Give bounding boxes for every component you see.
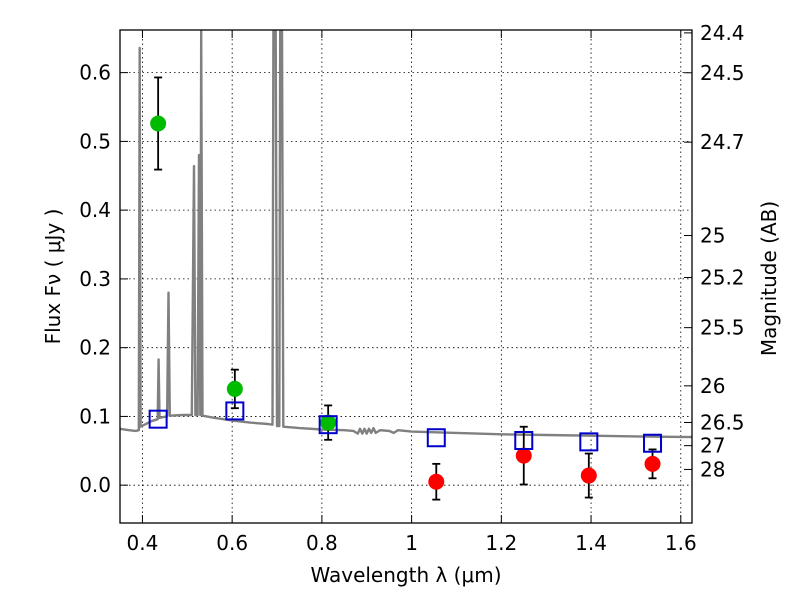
y-tick-label: 0.2 bbox=[79, 336, 111, 360]
y-tick-label: 0.0 bbox=[79, 473, 111, 497]
y-tick-label: 0.6 bbox=[79, 61, 111, 85]
gridlines bbox=[120, 30, 692, 523]
data-point-circle bbox=[644, 455, 661, 472]
x-tick-label: 1.6 bbox=[665, 531, 697, 555]
data-point-square bbox=[514, 430, 534, 450]
x-tick-label: 1.4 bbox=[575, 531, 607, 555]
right-tick-label: 25.2 bbox=[700, 266, 745, 290]
data-point-circle bbox=[320, 414, 337, 431]
right-tick-label: 27 bbox=[700, 434, 725, 458]
data-markers bbox=[148, 115, 663, 490]
data-point-circle bbox=[580, 467, 597, 484]
x-axis-label: Wavelength λ (μm) bbox=[310, 563, 501, 587]
right-tick-label: 25 bbox=[700, 224, 725, 248]
right-tick-label: 24.5 bbox=[700, 61, 745, 85]
y-axis-label: Flux Fν ( μJy ) bbox=[41, 209, 65, 345]
model-spectrum bbox=[119, 30, 693, 439]
data-point-square bbox=[643, 433, 663, 453]
x-tick-label: 0.8 bbox=[306, 531, 338, 555]
x-tick-label: 1.2 bbox=[485, 531, 517, 555]
right-tick-label: 28 bbox=[700, 457, 725, 481]
data-point-circle bbox=[515, 447, 532, 464]
plot-frame bbox=[119, 29, 693, 524]
y-tick-label: 0.3 bbox=[79, 267, 111, 291]
y-axis-ticks: 0.0 0.1 0.2 0.3 0.4 0.5 0.6 bbox=[79, 61, 128, 497]
right-tick-label: 24.4 bbox=[700, 21, 745, 45]
data-point-square bbox=[426, 428, 446, 448]
data-point-circle bbox=[150, 115, 167, 132]
spectrum-line bbox=[119, 30, 693, 439]
y-tick-label: 0.5 bbox=[79, 129, 111, 153]
data-point-square bbox=[579, 432, 599, 452]
right-tick-label: 26 bbox=[700, 374, 725, 398]
data-point-square bbox=[148, 409, 168, 429]
y-tick-label: 0.4 bbox=[79, 198, 111, 222]
data-point-square bbox=[225, 401, 245, 421]
y-tick-label: 0.1 bbox=[79, 404, 111, 428]
right-tick-label: 26.5 bbox=[700, 410, 745, 434]
right-axis-label: Magnitude (AB) bbox=[757, 201, 781, 356]
data-point-circle bbox=[226, 380, 243, 397]
x-axis-ticks: 0.4 0.6 0.8 1 1.2 1.4 1.6 bbox=[127, 30, 697, 555]
data-point-square bbox=[318, 415, 338, 435]
data-point-circle bbox=[428, 473, 445, 490]
right-tick-label: 25.5 bbox=[700, 316, 745, 340]
x-tick-label: 0.4 bbox=[127, 531, 159, 555]
x-tick-label: 0.6 bbox=[216, 531, 248, 555]
right-tick-label: 24.7 bbox=[700, 130, 745, 154]
x-tick-label: 1 bbox=[405, 531, 418, 555]
